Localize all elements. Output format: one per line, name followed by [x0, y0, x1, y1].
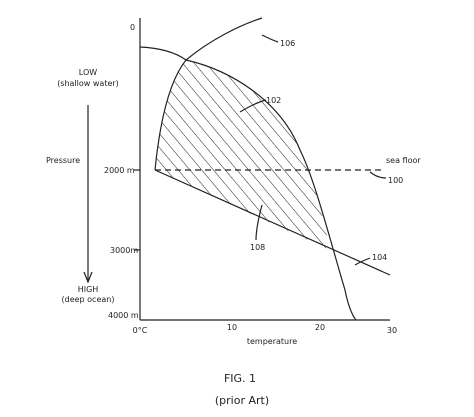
low-label: LOW [79, 68, 97, 77]
x-label: 30 [387, 326, 397, 335]
y-label: 4000 m [108, 311, 139, 320]
callout: 102 [266, 96, 281, 105]
leader [261, 34, 279, 43]
profile-curve [139, 46, 357, 321]
curve-106 [185, 17, 263, 61]
callout: 106 [280, 39, 295, 48]
leader [354, 257, 371, 266]
hatched-region [155, 60, 330, 250]
callout: 108 [250, 243, 265, 252]
leader [255, 204, 263, 241]
high-label: HIGH [78, 285, 99, 294]
y-top-label: 0 [130, 23, 135, 32]
high-label: (deep ocean) [62, 295, 115, 304]
drawing [83, 17, 391, 321]
x-label: 0°C [133, 326, 148, 335]
y-label: 2000 m [104, 166, 135, 175]
figure-caption: FIG. 1 [224, 372, 256, 385]
figure-note: (prior Art) [215, 394, 269, 407]
y-label: 3000m [110, 246, 138, 255]
callout: sea floor [386, 156, 421, 165]
x-label: 10 [227, 323, 237, 332]
leader [369, 171, 387, 179]
x-title: temperature [247, 337, 297, 346]
arrow-head [83, 271, 93, 284]
callout: 104 [372, 253, 387, 262]
y-title: Pressure [46, 156, 80, 165]
low-label: (shallow water) [57, 79, 119, 88]
callout: 100 [388, 176, 403, 185]
leader [239, 99, 267, 113]
line-104 [154, 169, 391, 276]
profile-left [154, 59, 187, 171]
x-label: 20 [315, 323, 325, 332]
